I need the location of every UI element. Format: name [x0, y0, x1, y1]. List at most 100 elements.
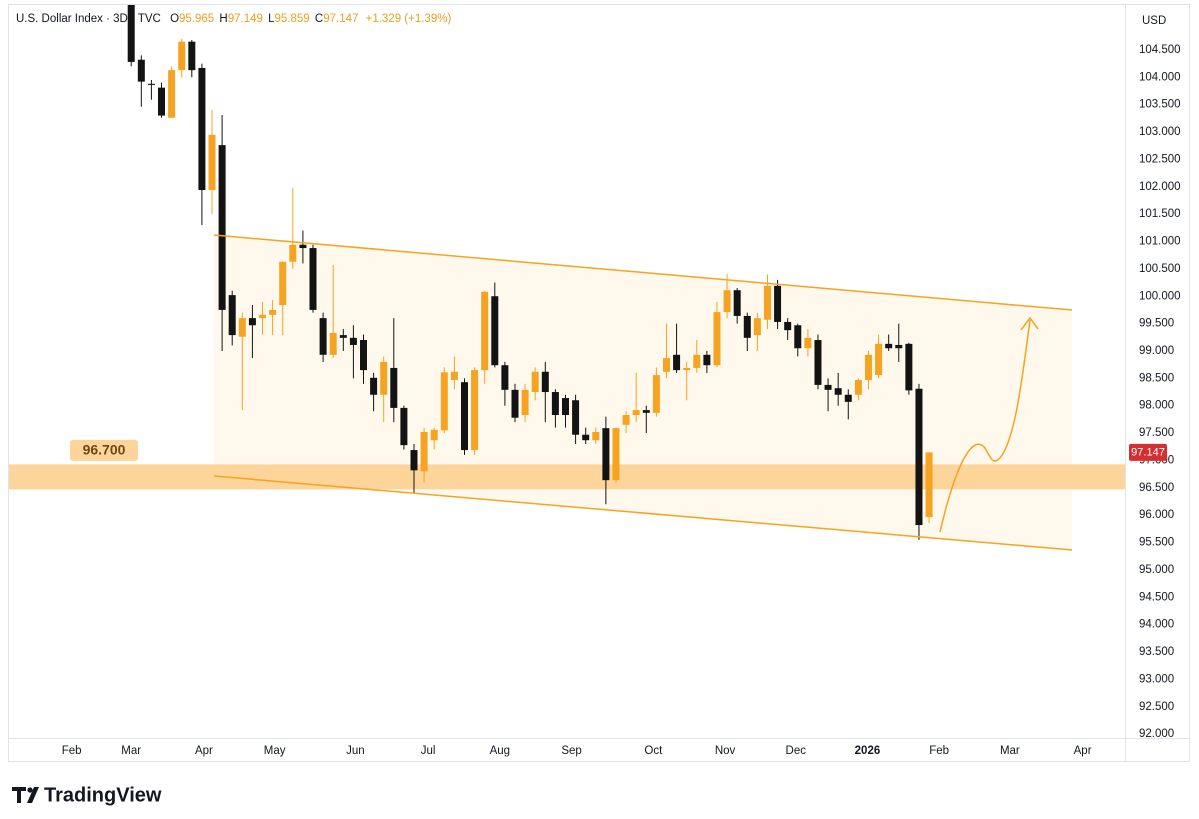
candle-body [693, 354, 701, 368]
y-tick-label: 101.000 [1139, 236, 1181, 248]
candle-body [531, 371, 539, 393]
candle-body [228, 295, 236, 336]
candle-body [349, 337, 357, 345]
y-tick-label: 93.000 [1139, 673, 1174, 685]
y-tick-label: 95.000 [1139, 564, 1174, 576]
candle-body [824, 384, 832, 390]
drawings: 96.700 [70, 234, 1073, 551]
candle-body [561, 398, 569, 416]
x-tick-label: Nov [715, 745, 736, 757]
candle-body [905, 343, 913, 391]
candle-body [602, 428, 610, 481]
candle-body [652, 375, 660, 413]
candle-body [551, 392, 559, 416]
y-tick-label: 100.000 [1139, 290, 1181, 302]
candle-body [662, 358, 670, 372]
y-tick-label: 96.500 [1139, 482, 1174, 494]
currency-label: USD [1142, 15, 1166, 27]
zone-label-box [70, 439, 138, 461]
x-tick-label: Oct [644, 745, 663, 757]
zone-label: 96.700 [83, 442, 126, 458]
candle-body [683, 367, 691, 371]
x-tick-label: Jul [421, 745, 436, 757]
candle-body [763, 285, 771, 320]
candle-body [723, 290, 731, 313]
y-tick-label: 103.000 [1139, 126, 1181, 138]
candle-body [400, 407, 408, 446]
last-price-box [1129, 443, 1167, 461]
low-label: L [268, 13, 275, 25]
candle-body [410, 450, 418, 471]
candle-body [925, 452, 933, 518]
high-label: H [219, 13, 227, 25]
candle-body [642, 410, 650, 413]
y-tick-label: 92.500 [1139, 701, 1174, 713]
y-tick-label: 101.500 [1139, 208, 1181, 220]
header-legend: U.S. Dollar Index · 3D · TVC O95.965 H97… [16, 13, 451, 25]
logo-dot [27, 787, 33, 793]
candle-body [158, 87, 166, 116]
candle-body [279, 261, 287, 305]
candle-body [521, 389, 529, 416]
candle-body [784, 321, 792, 331]
y-tick-label: 102.500 [1139, 153, 1181, 165]
candle-body [420, 431, 428, 472]
candle-body [582, 434, 590, 441]
candle-body [339, 335, 347, 338]
x-tick-label: Apr [195, 745, 213, 757]
y-tick-label: 95.500 [1139, 537, 1174, 549]
close-label: C [315, 13, 323, 25]
y-tick-label: 104.500 [1139, 44, 1181, 56]
candle-body [198, 67, 206, 191]
low-value: 95.859 [275, 13, 310, 25]
candle-body [299, 244, 307, 249]
candle-body [380, 361, 388, 395]
candle-body [309, 248, 317, 310]
candle-body [238, 318, 246, 337]
projection-arrow [939, 319, 1031, 533]
logo-t [12, 787, 26, 803]
candle-body [491, 296, 499, 366]
candle-body [178, 41, 186, 71]
candle-body [440, 372, 448, 431]
open-label: O [170, 13, 179, 25]
symbol-title: U.S. Dollar Index · 3D · TVC [16, 13, 161, 25]
candle-body [814, 340, 822, 385]
x-tick-label: Jun [346, 745, 365, 757]
last-price-label: 97.147 [1131, 446, 1165, 458]
y-tick-label: 94.000 [1139, 619, 1174, 631]
candle-body [147, 83, 155, 85]
candle-body [854, 379, 862, 395]
candle-body [794, 325, 802, 349]
candle-body [592, 431, 600, 441]
candle-body [713, 312, 721, 366]
candle-body [289, 244, 297, 262]
y-tick-label: 96.000 [1139, 509, 1174, 521]
y-tick-label: 97.500 [1139, 427, 1174, 439]
x-tick-label: Mar [121, 745, 141, 757]
candle-body [481, 291, 489, 371]
candle-body [137, 59, 145, 82]
x-tick-label: Mar [1000, 745, 1020, 757]
candle-body [259, 314, 267, 319]
x-tick-label: May [264, 745, 286, 757]
candle-body [753, 318, 761, 336]
candles [127, 5, 933, 540]
candle-body [460, 382, 468, 451]
candle-body [360, 340, 368, 371]
high-value: 97.149 [228, 13, 263, 25]
candle-body [885, 343, 893, 349]
candle-body [622, 415, 630, 425]
arrow-head [1020, 316, 1039, 331]
close-value: 97.147 [323, 13, 358, 25]
logo-slash [27, 787, 39, 803]
x-tick-label: Feb [929, 745, 949, 757]
candle-body [673, 354, 681, 371]
candle-body [844, 394, 852, 402]
candle-body [703, 354, 711, 366]
candle-body [733, 290, 741, 316]
candle-body [168, 70, 176, 118]
y-tick-label: 103.500 [1139, 99, 1181, 111]
candle-body [541, 371, 549, 393]
channel-lower-line [213, 475, 1073, 551]
